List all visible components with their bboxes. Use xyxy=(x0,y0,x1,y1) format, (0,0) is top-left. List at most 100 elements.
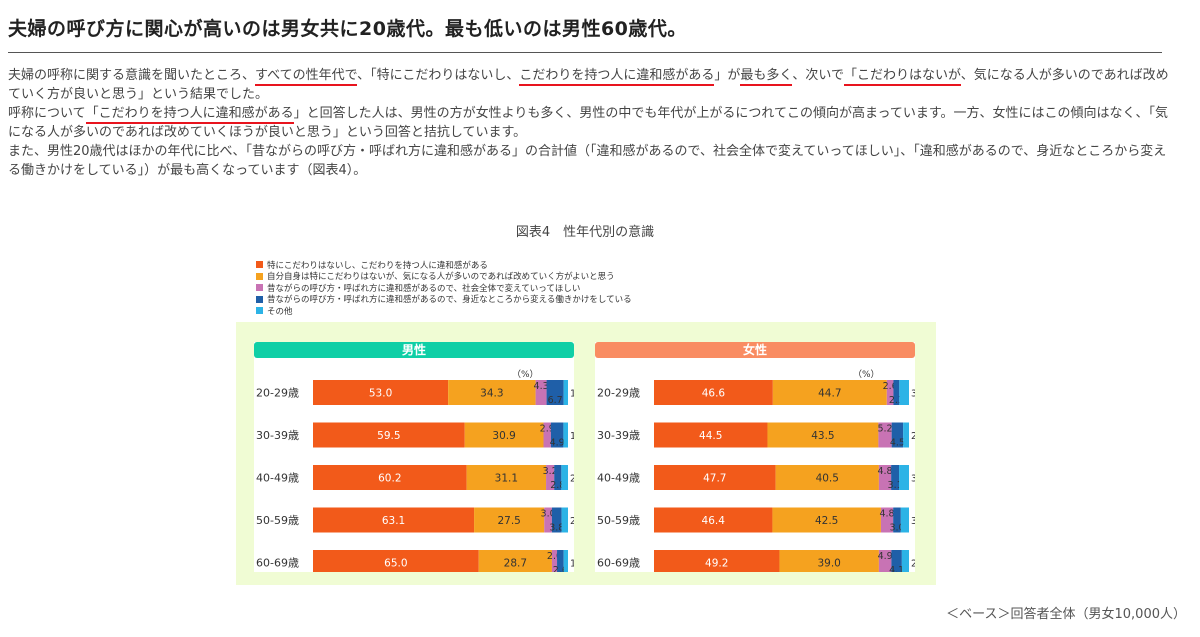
underlined-phrase: 最も多く xyxy=(740,68,793,86)
text-segment: 、気になる人が多いのであれば改めていく方が良いと思う」という結果でした。 xyxy=(8,68,1169,102)
bar-segment xyxy=(546,465,555,490)
bar-segment xyxy=(891,465,900,490)
bar-segment xyxy=(313,465,467,490)
panel-male-header: 男性 xyxy=(254,342,574,358)
bar-segment xyxy=(775,465,879,490)
percent-unit-label: （%） xyxy=(512,370,539,380)
bar-segment xyxy=(654,507,773,533)
category-label: 30-39歳 xyxy=(256,429,299,442)
bar-segment xyxy=(554,465,562,490)
bar-segment xyxy=(878,550,892,572)
legend-entry: 自分自身は特にこだわりはないが、気になる人が多いのであれば改めていく方がよいと思… xyxy=(256,271,615,282)
bar-segment xyxy=(544,507,552,533)
data-label: 3.9 xyxy=(911,474,915,485)
source-note: ＜ベース＞回答者全体（男女10,000人） xyxy=(946,607,1186,622)
data-label: 3.2 xyxy=(543,466,558,477)
data-label: 2.5 xyxy=(570,516,574,527)
bar-segment xyxy=(900,507,909,533)
category-label: 50-59歳 xyxy=(256,514,299,527)
legend-swatch xyxy=(256,307,263,314)
chart-legend: 特にこだわりはないし、こだわりを持つ人に違和感がある 自分自身は特にこだわりはない… xyxy=(236,256,936,322)
data-label: 3.1 xyxy=(888,480,903,491)
legend-swatch xyxy=(256,284,263,291)
data-label: 44.7 xyxy=(818,388,841,400)
bar-segment xyxy=(903,422,909,448)
chart-figure: 特にこだわりはないし、こだわりを持つ人に違和感がある 自分自身は特にこだわりはない… xyxy=(236,256,936,585)
data-label: 65.0 xyxy=(384,558,407,570)
bar-segment xyxy=(557,550,564,572)
text-segment: 呼称について xyxy=(8,106,86,121)
data-label: 63.1 xyxy=(382,515,405,527)
bar-segment xyxy=(878,465,892,490)
legend-label: 自分自身は特にこだわりはないが、気になる人が多いのであれば改めていく方がよいと思… xyxy=(267,272,615,282)
bar-segment xyxy=(466,465,547,490)
legend-swatch xyxy=(256,295,263,303)
legend-entry: 昔ながらの呼び方・呼ばれ方に違和感があるので、社会全体で変えていってほしい xyxy=(256,282,581,294)
category-label: 50-59歳 xyxy=(597,514,640,527)
data-label: 49.2 xyxy=(705,558,728,570)
panel-female-header: 女性 xyxy=(595,342,915,358)
data-label: 60.2 xyxy=(378,473,401,485)
underlined-phrase: こだわりを持つ人に違和感がある xyxy=(519,68,715,86)
paragraph-3: また、男性20歳代はほかの年代に比べ、「昔ながらの呼び方・呼ばれ方に違和感がある… xyxy=(8,144,1167,178)
bar-segment xyxy=(535,380,547,405)
data-label: 30.9 xyxy=(492,430,515,442)
bar-segment xyxy=(551,507,562,533)
chart-title: 図表4 性年代別の意識 xyxy=(515,225,655,240)
bar-segment xyxy=(474,507,545,533)
data-label: 2.6 xyxy=(553,565,568,572)
category-label: 60-69歳 xyxy=(597,557,640,570)
legend-entry: 昔ながらの呼び方・呼ばれ方に違和感があるので、身近なところから変える働きかけをし… xyxy=(256,294,632,305)
legend-swatch xyxy=(256,261,263,268)
bar-segment xyxy=(543,422,551,448)
data-label: 2.6 xyxy=(883,381,898,392)
data-label: 3.0 xyxy=(889,523,904,534)
panel-male: 男性 （%） 20-29歳 53.0 34.3 4.3 6.7 1.7 30-39歳 59.5… xyxy=(254,342,574,572)
data-label: 43.5 xyxy=(811,430,834,442)
data-label: 4.9 xyxy=(550,438,565,449)
bar-segment xyxy=(654,465,776,490)
legend-label: 昔ながらの呼び方・呼ばれ方に違和感があるので、社会全体で変えていってほしい xyxy=(267,283,581,294)
data-label: 2.8 xyxy=(550,480,565,491)
bar-segment xyxy=(563,550,568,572)
bar-segment xyxy=(563,422,568,448)
data-label: 4.8 xyxy=(879,509,894,520)
bar-segment xyxy=(779,550,879,572)
data-label: 2.8 xyxy=(911,559,915,570)
bar-segment xyxy=(654,550,780,572)
text-segment: 、「特にこだわりはないし、 xyxy=(357,68,520,83)
category-label: 20-29歳 xyxy=(597,387,640,400)
data-label: 59.5 xyxy=(377,430,400,442)
data-label: 3.2 xyxy=(911,516,915,527)
category-label: 30-39歳 xyxy=(597,429,640,442)
legend-label: 昔ながらの呼び方・呼ばれ方に違和感があるので、身近なところから変える働きかけをし… xyxy=(267,295,632,305)
article-headline: 夫婦の呼び方に関心が高いのは男女共に20歳代。最も低いのは男性60歳代。 xyxy=(8,14,1162,53)
stacked-bar-chart: 20-29歳 46.6 44.7 2.6 2.3 3.8 30-39歳 44.5 43.5 5.2… xyxy=(597,380,915,572)
legend-entry: その他 xyxy=(256,305,293,317)
data-label: 3.8 xyxy=(549,523,564,534)
data-label: 4.3 xyxy=(534,381,549,392)
bar-segment xyxy=(772,380,887,405)
bar-segment xyxy=(880,507,894,533)
bar-segment xyxy=(654,380,773,405)
bar-segment xyxy=(886,380,894,405)
bar-segment xyxy=(893,380,900,405)
bar-segment xyxy=(767,422,879,448)
data-label: 2.0 xyxy=(547,551,562,562)
data-label: 1.8 xyxy=(570,431,574,442)
bar-segment xyxy=(891,422,904,448)
category-label: 60-69歳 xyxy=(256,557,299,570)
legend-label: 特にこだわりはないし、こだわりを持つ人に違和感がある xyxy=(267,260,488,271)
data-label: 3.8 xyxy=(911,389,915,400)
bar-segment xyxy=(313,507,475,533)
underlined-phrase: 「こだわりはないが xyxy=(844,68,961,86)
bar-segment xyxy=(654,422,768,448)
bar-segment xyxy=(561,507,568,533)
data-label: 2.3 xyxy=(911,431,915,442)
stacked-bar-chart: 20-29歳 53.0 34.3 4.3 6.7 1.7 30-39歳 59.5 30.9 2.9… xyxy=(256,380,574,572)
data-label: 5.2 xyxy=(877,424,892,435)
percent-unit-label: （%） xyxy=(853,370,880,380)
data-label: 47.7 xyxy=(703,473,726,485)
bar-segment xyxy=(448,380,536,405)
data-label: 1.7 xyxy=(570,559,574,570)
